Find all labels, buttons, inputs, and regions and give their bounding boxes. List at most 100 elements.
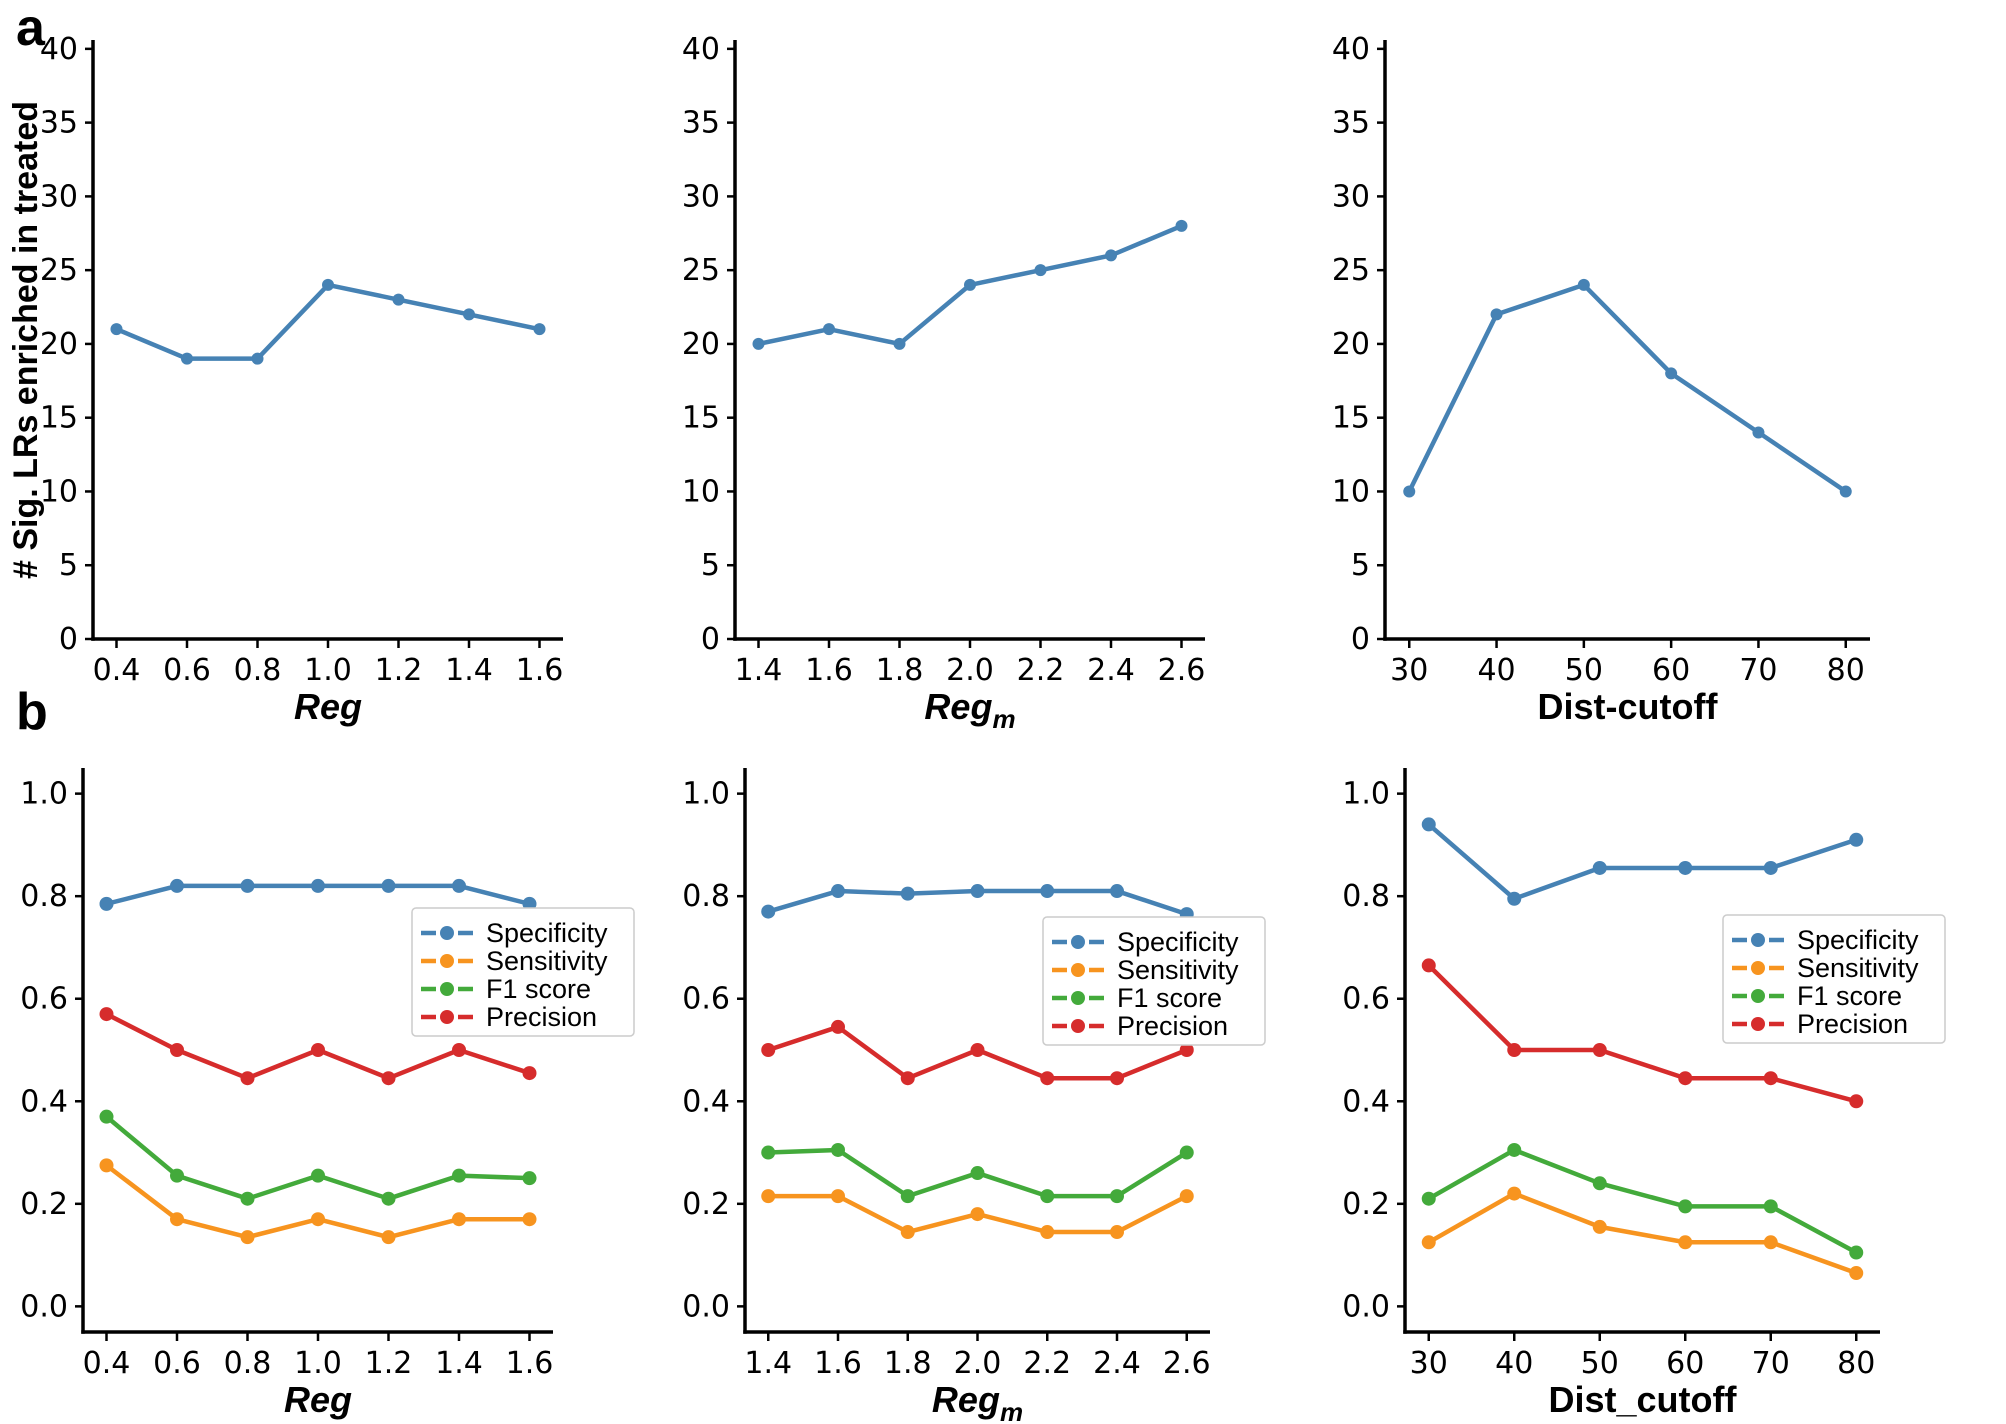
panel-b-label: b [16, 683, 48, 741]
y-tick-label: 25 [40, 253, 78, 288]
legend-label: Specificity [486, 918, 608, 948]
y-tick-label: 1.0 [682, 777, 730, 812]
legend-label: Sensitivity [1117, 955, 1239, 985]
x-axis-label: Reg [284, 1379, 352, 1420]
x-tick-label: 0.8 [234, 653, 282, 688]
y-tick-label: 1.0 [1342, 777, 1390, 812]
axes: 0 5 10 15 20 25 30 35 40 30 40 50 60 70 80 Dist-cutoff [1332, 32, 1870, 727]
y-tick-label: 0 [59, 622, 78, 657]
chart-b-reg: 0.0 0.2 0.4 0.6 0.8 1.0 0.4 0.6 0.8 1.0 1.2 1.4 1.6 R… [20, 768, 635, 1420]
x-tick-label: 1.6 [814, 1346, 862, 1381]
series-specificity [99, 878, 537, 911]
x-tick-label: 1.4 [445, 653, 493, 688]
chart-a-reg: 0 5 10 15 20 25 30 35 40 0.4 0.6 0.8 1.0 1.2 1.4 1.6 Reg [40, 32, 564, 727]
y-tick-label: 0.2 [1342, 1187, 1390, 1222]
chart-a-regm: 0 5 10 15 20 25 30 35 40 1.4 1.6 1.8 2.0 2.2 2.4 2.6 Reg… [682, 32, 1206, 734]
panel-a-label: a [16, 0, 45, 57]
chart-b-dist-cutoff: 0.0 0.2 0.4 0.6 0.8 1.0 30 40 50 60 70 80 Dist_cutof… [1342, 768, 1946, 1420]
series--sig-lrs-enriched-in-treated [110, 278, 546, 365]
chart-b-regm: 0.0 0.2 0.4 0.6 0.8 1.0 1.4 1.6 1.8 2.0 2.2 2.4 2.6 R… [682, 768, 1266, 1424]
x-axis-label: Reg [294, 686, 362, 727]
x-tick-label: 1.4 [735, 653, 783, 688]
y-tick-label: 0.2 [682, 1187, 730, 1222]
y-tick-label: 0.6 [1342, 982, 1390, 1017]
x-tick-label: 70 [1739, 653, 1777, 688]
series-f1-score [1421, 1142, 1864, 1260]
y-tick-label: 35 [40, 106, 78, 141]
y-tick-label: 10 [40, 474, 78, 509]
x-tick-label: 1.6 [516, 653, 564, 688]
x-tick-label: 1.2 [365, 1346, 413, 1381]
x-tick-label: 2.4 [1087, 653, 1135, 688]
x-tick-label: 40 [1477, 653, 1515, 688]
legend-label: Sensitivity [486, 946, 608, 976]
y-tick-label: 0.0 [682, 1289, 730, 1324]
y-tick-label: 15 [682, 401, 720, 436]
series--sig-lrs-enriched-in-treated [752, 219, 1188, 350]
y-tick-label: 0.4 [682, 1084, 730, 1119]
series-f1-score [99, 1109, 537, 1206]
legend-label: Precision [1797, 1009, 1908, 1039]
y-tick-label: 1.0 [20, 777, 68, 812]
x-axis-label: Dist-cutoff [1538, 686, 1719, 727]
x-tick-label: 2.4 [1093, 1346, 1141, 1381]
y-tick-label: 0.6 [20, 982, 68, 1017]
x-tick-label: 2.2 [1023, 1346, 1071, 1381]
x-tick-label: 1.8 [884, 1346, 932, 1381]
x-tick-label: 1.6 [506, 1346, 554, 1381]
x-tick-label: 30 [1410, 1346, 1448, 1381]
y-tick-label: 0.2 [20, 1187, 68, 1222]
y-tick-label: 0.8 [1342, 879, 1390, 914]
x-axis-label: Regm [932, 1379, 1023, 1424]
y-tick-label: 5 [1351, 548, 1370, 583]
axes: 0.0 0.2 0.4 0.6 0.8 1.0 0.4 0.6 0.8 1.0 1.2 1.4 1.6 R… [20, 768, 553, 1420]
x-tick-label: 2.0 [946, 653, 994, 688]
y-tick-label: 15 [1332, 401, 1370, 436]
y-tick-label: 0.8 [682, 879, 730, 914]
y-tick-label: 25 [1332, 253, 1370, 288]
series-precision [761, 1019, 1194, 1086]
y-tick-label: 30 [1332, 179, 1370, 214]
series-specificity [1421, 817, 1864, 906]
y-tick-label: 20 [40, 327, 78, 362]
y-tick-label: 40 [1332, 32, 1370, 67]
y-tick-label: 5 [701, 548, 720, 583]
y-tick-label: 0 [1351, 622, 1370, 657]
x-tick-label: 80 [1837, 1346, 1875, 1381]
x-tick-label: 50 [1565, 653, 1603, 688]
legend-label: F1 score [1797, 981, 1902, 1011]
y-tick-label: 30 [682, 179, 720, 214]
y-tick-label: 40 [682, 32, 720, 67]
x-tick-label: 1.0 [304, 653, 352, 688]
y-tick-label: 0.4 [1342, 1084, 1390, 1119]
x-tick-label: 70 [1752, 1346, 1790, 1381]
legend-label: F1 score [1117, 983, 1222, 1013]
x-tick-label: 2.6 [1163, 1346, 1211, 1381]
x-axis-label: Regm [924, 686, 1015, 734]
chart-a-dist-cutoff: 0 5 10 15 20 25 30 35 40 30 40 50 60 70 80 Dist-cutoff [1332, 32, 1870, 727]
y-tick-label: 20 [682, 327, 720, 362]
series-precision [1421, 958, 1864, 1109]
y-tick-label: 5 [59, 548, 78, 583]
x-tick-label: 1.4 [435, 1346, 483, 1381]
axes: 0.0 0.2 0.4 0.6 0.8 1.0 1.4 1.6 1.8 2.0 2.2 2.4 2.6 R… [682, 768, 1211, 1424]
x-tick-label: 0.6 [163, 653, 211, 688]
legend-label: Specificity [1797, 925, 1919, 955]
x-tick-label: 1.6 [805, 653, 853, 688]
x-tick-label: 40 [1495, 1346, 1533, 1381]
x-tick-label: 1.0 [294, 1346, 342, 1381]
y-tick-label: 10 [682, 474, 720, 509]
axes: 0 5 10 15 20 25 30 35 40 0.4 0.6 0.8 1.0 1.2 1.4 1.6 Reg [40, 32, 564, 727]
legend-label: Sensitivity [1797, 953, 1919, 983]
x-tick-label: 2.0 [954, 1346, 1002, 1381]
x-tick-label: 60 [1652, 653, 1690, 688]
y-tick-label: 0 [701, 622, 720, 657]
y-tick-label: 35 [1332, 106, 1370, 141]
y-tick-label: 0.4 [20, 1084, 68, 1119]
x-tick-label: 1.4 [744, 1346, 792, 1381]
x-tick-label: 60 [1666, 1346, 1704, 1381]
y-tick-label: 15 [40, 401, 78, 436]
legend-label: Precision [1117, 1011, 1228, 1041]
